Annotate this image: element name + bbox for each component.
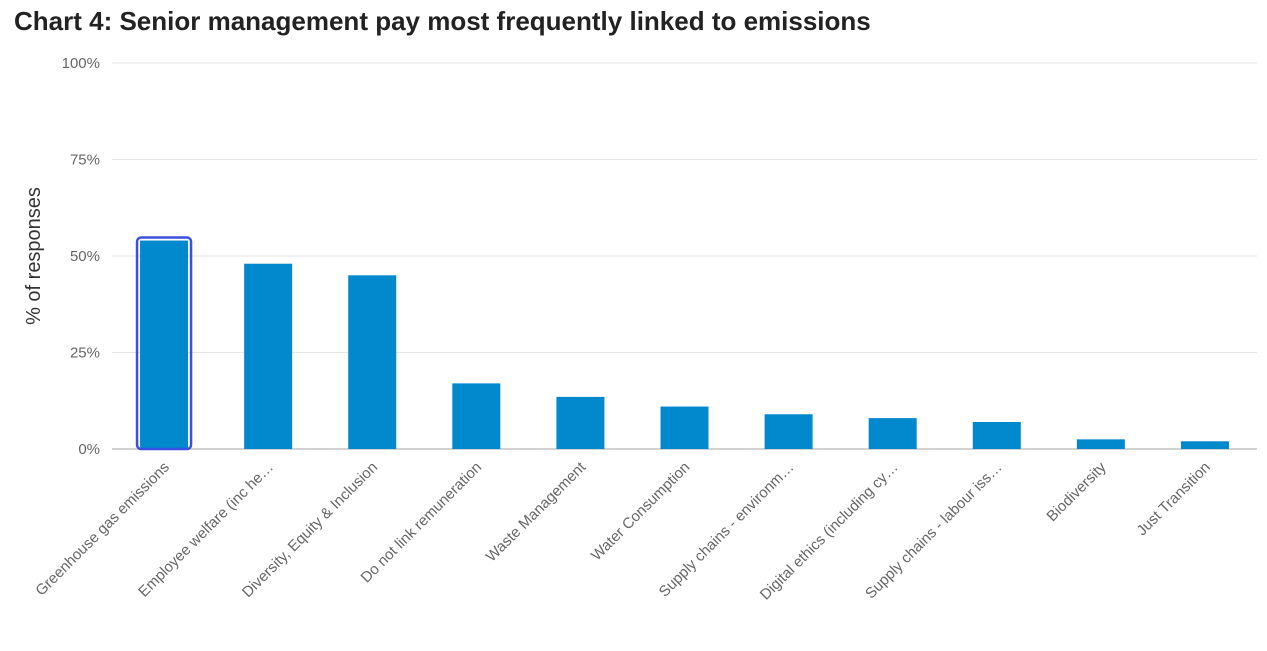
y-tick-label: 100% [62,55,100,72]
bar[interactable] [452,383,501,449]
y-tick-label: 0% [78,441,100,458]
y-tick-label: 25% [70,345,100,362]
x-tick-label: Just Transition [1133,459,1213,539]
bar[interactable] [244,263,293,449]
bar[interactable] [1180,441,1229,449]
chart-title: Chart 4: Senior management pay most freq… [14,6,871,36]
y-axis-ticks: 0% 25% 50% 75% 100% [62,55,100,458]
bars [135,236,1229,451]
bar[interactable] [660,406,709,449]
x-tick-label: Biodiversity [1043,458,1110,525]
x-tick-label: Water Consumption [588,459,693,564]
bar[interactable] [868,418,917,449]
bar[interactable] [1076,439,1125,449]
y-tick-label: 50% [70,248,100,265]
bar[interactable] [140,240,189,449]
bar[interactable] [348,275,397,449]
bar[interactable] [556,396,605,449]
bar[interactable] [764,414,813,449]
y-axis-title: % of responses [23,187,45,325]
x-tick-label: Waste Management [483,458,590,565]
y-tick-label: 75% [70,152,100,169]
x-tick-label: Do not link remuneration [358,459,486,587]
bar[interactable] [972,421,1021,449]
bar-highlight-outline [135,236,193,451]
